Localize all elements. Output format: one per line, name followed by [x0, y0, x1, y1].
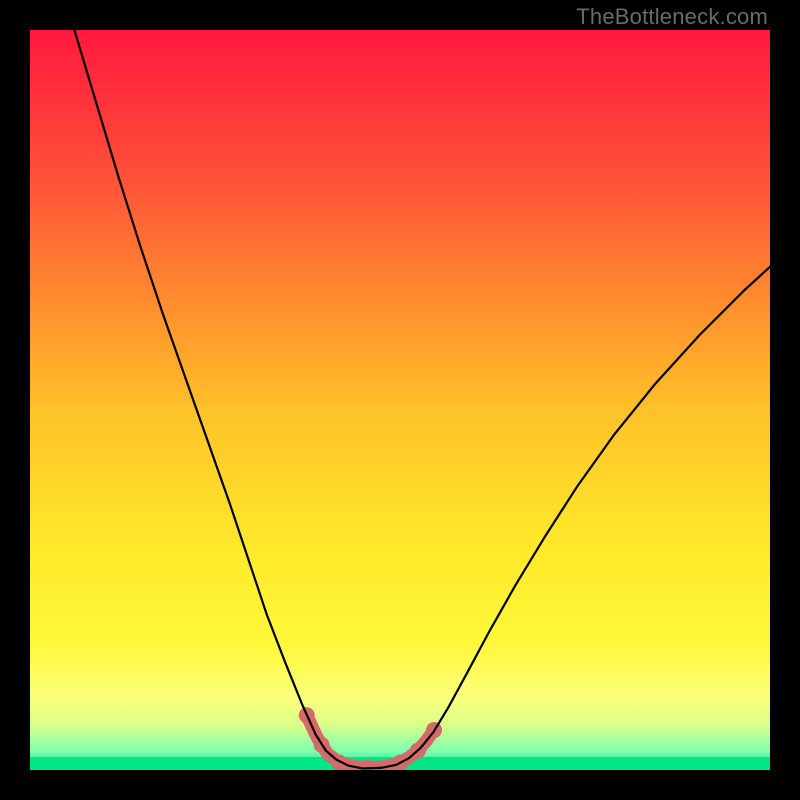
curve-layer	[30, 30, 770, 770]
chart-frame: TheBottleneck.com	[0, 0, 800, 800]
bottleneck-curve	[74, 30, 770, 769]
watermark-text: TheBottleneck.com	[576, 4, 768, 30]
plot-area	[30, 30, 770, 770]
